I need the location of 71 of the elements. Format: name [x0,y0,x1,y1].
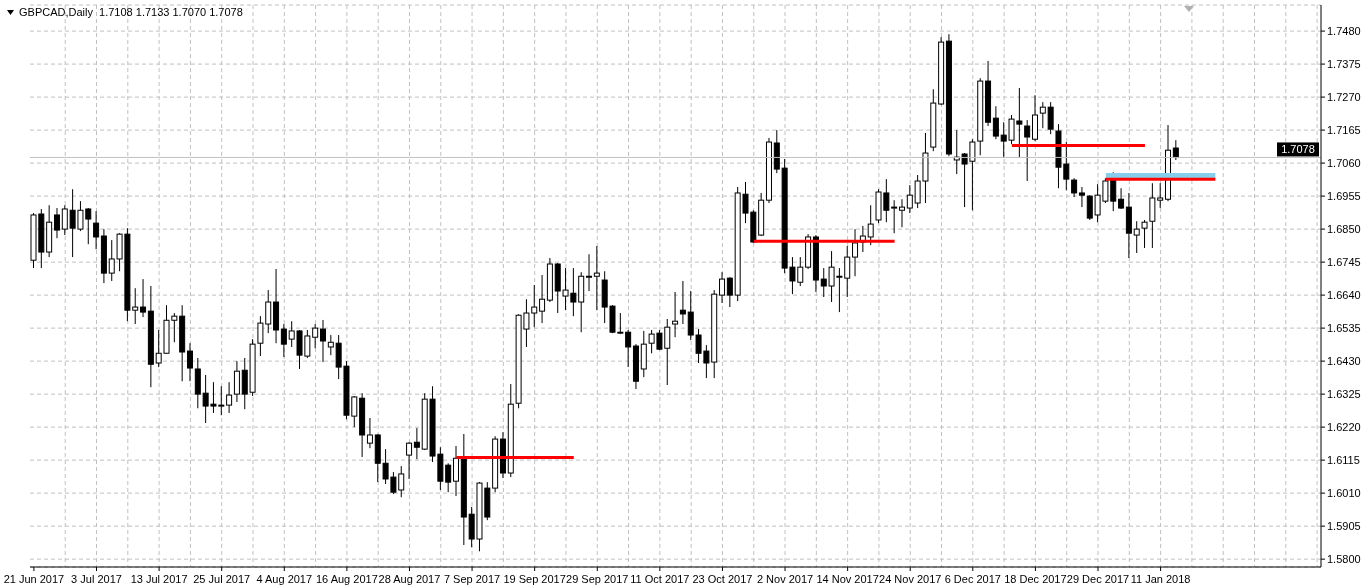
x-tick-label: 28 Aug 2017 [378,573,441,585]
candlestick [679,280,686,325]
y-tick-label: 1.6325 [1327,388,1361,401]
candlestick [366,417,373,449]
x-tick-label: 11 Oct 2017 [630,573,690,585]
y-tick-label: 1.7375 [1327,58,1361,70]
candlestick [53,207,60,239]
candlestick [726,276,733,308]
candlestick [1071,177,1078,198]
x-tick-label: 4 Aug 2017 [256,573,313,585]
y-tick-label: 1.7270 [1327,91,1361,103]
x-tick-label: 7 Sep 2017 [443,573,501,585]
candlestick [593,245,600,311]
y-tick-label: 1.6010 [1327,487,1361,500]
x-tick-label: 2 Nov 2017 [756,573,814,585]
y-tick-label: 1.5800 [1327,553,1361,566]
candlestick [226,381,233,414]
chart-title: GBPCAD,Daily 1.7108 1.7133 1.7070 1.7078 [19,6,243,18]
candlestick [1024,119,1031,182]
candlestick [867,204,874,246]
candlestick [93,210,100,250]
y-tick-label: 1.7060 [1327,157,1361,170]
x-tick-label: 19 Sep 2017 [503,573,566,585]
candlestick [1172,139,1179,161]
x-tick-label: 29 Sep 2017 [566,573,629,585]
x-tick-label: 29 Dec 2017 [1066,573,1130,585]
y-tick-label: 1.7480 [1327,24,1361,37]
candlestick [453,445,460,497]
x-tick-label: 13 Jul 2017 [130,573,188,585]
candlestick [992,105,999,140]
candlestick [672,291,679,338]
x-tick-label: 24 Nov 2017 [879,573,942,585]
x-tick-label: 18 Dec 2017 [1004,573,1067,585]
x-tick-label: 23 Oct 2017 [692,573,753,585]
x-tick-label: 3 Jul 2017 [71,573,122,585]
candlestick [719,271,726,304]
y-tick-label: 1.6745 [1327,256,1361,269]
candlestick [852,228,859,277]
y-tick-label: 1.7165 [1327,124,1361,136]
x-tick-label: 25 Jul 2017 [193,573,251,585]
ref-line-label: 1.7078 [1281,143,1315,156]
candlestick [898,198,905,228]
candlestick [539,274,546,324]
y-tick-label: 1.6115 [1327,454,1360,467]
candlestick [413,427,420,460]
candlestick [312,323,319,349]
x-tick-label: 11 Jan 2018 [1130,573,1191,585]
candlestick [1039,101,1046,129]
candlestick [140,278,147,318]
x-tick-label: 21 Jun 2017 [3,573,65,585]
candlestick [280,323,287,358]
candlestick [186,342,193,382]
candlestick [891,199,898,234]
y-tick-label: 1.6955 [1327,190,1361,203]
candlestick [1118,187,1125,210]
y-tick-label: 1.6430 [1327,355,1361,368]
candlestick [320,319,326,363]
y-tick-label: 1.6850 [1327,223,1361,236]
y-tick-label: 1.6220 [1327,421,1361,434]
y-tick-label: 1.6640 [1327,289,1361,302]
y-tick-label: 1.6535 [1327,322,1361,335]
x-tick-label: 6 Dec 2017 [944,573,1001,585]
candlestick [1078,186,1085,208]
candlestick [406,441,413,480]
candlestick [1047,101,1054,135]
candlestick [625,329,632,368]
candlestick [586,253,593,292]
y-tick-label: 1.5905 [1327,520,1361,533]
candlestick [233,360,240,403]
x-tick-label: 16 Aug 2017 [315,573,378,585]
x-tick-label: 14 Nov 2017 [816,573,879,585]
